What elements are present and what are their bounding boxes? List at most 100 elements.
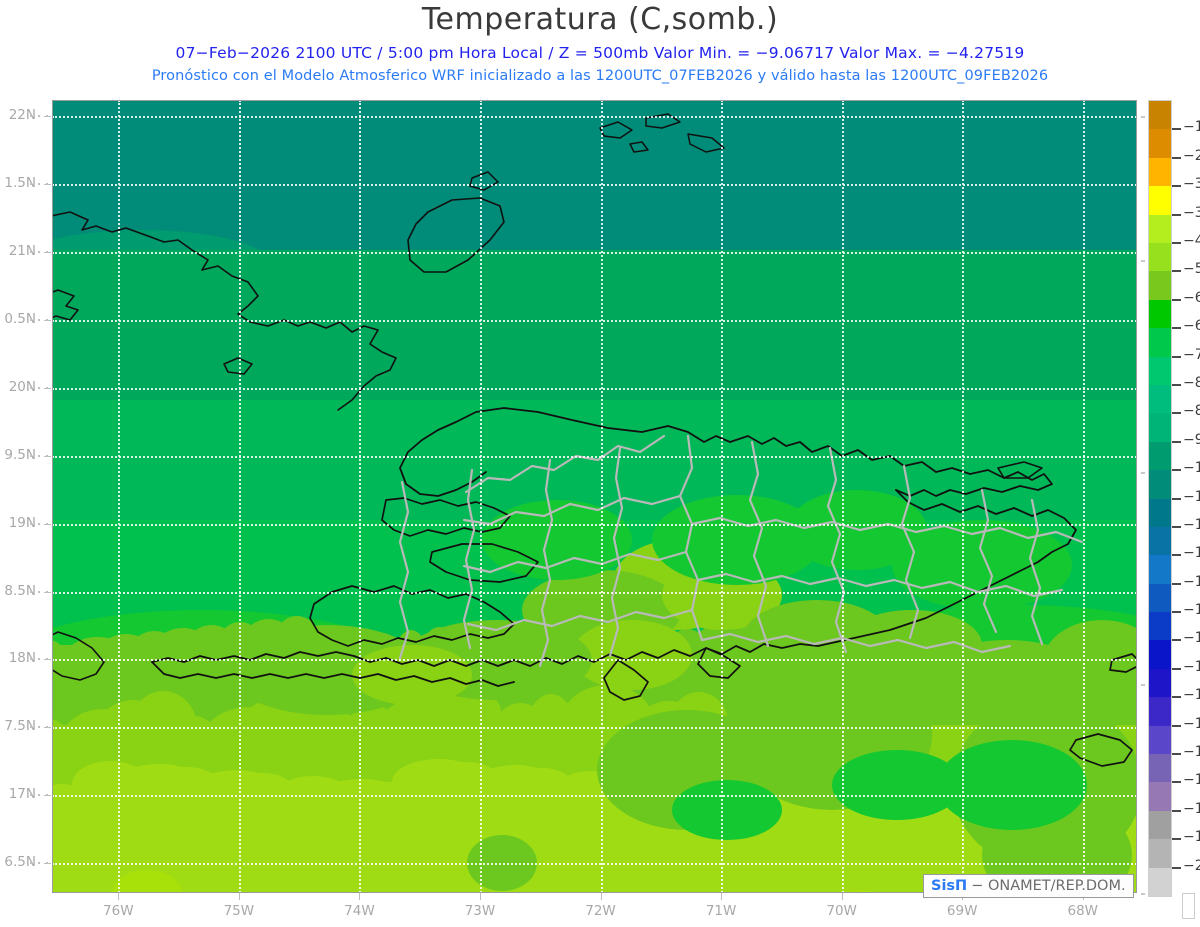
colorbar-cell: [1149, 242, 1171, 272]
longitude-tick: [841, 893, 843, 900]
colorbar-label: −3.9: [1183, 204, 1200, 221]
axis-dot: [46, 183, 48, 186]
latitude-label: 17N: [8, 786, 36, 803]
edge-mark: [1141, 260, 1145, 262]
latitude-label: 1.5N: [4, 175, 36, 192]
colorbar-cell: [1149, 186, 1171, 216]
colorbar-tick: [1172, 696, 1181, 699]
colorbar-tick: [1172, 781, 1181, 784]
colorbar-label: −6.7: [1183, 318, 1200, 335]
colorbar-tick: [1172, 554, 1181, 557]
province-border-12: [700, 632, 1012, 654]
colorbar-cell: [1149, 612, 1171, 641]
colorbar-label: −3.2: [1183, 176, 1200, 193]
axis-dot: [30, 658, 32, 661]
colorbar-label: −18.6: [1183, 800, 1200, 817]
axis-dot: [46, 726, 48, 729]
coastline-jamaica: [52, 631, 105, 681]
province-border-4: [900, 464, 920, 640]
gridline-horizontal: [52, 523, 1137, 526]
coastline-overlay: [52, 113, 1137, 767]
longitude-tick: [721, 893, 723, 900]
colorbar-tick: [1172, 667, 1181, 670]
axis-dot: [38, 115, 40, 118]
forecast-info-line: 07−Feb−2026 2100 UTC / 5:00 pm Hora Loca…: [175, 44, 1025, 62]
longitude-tick: [238, 893, 240, 900]
model-info-line: Pronóstico con el Modelo Atmosferico WR…: [151, 68, 1049, 84]
colorbar-cell: [1149, 498, 1171, 528]
colorbar-cell: [1149, 129, 1171, 159]
page-title: Temperatura (C,somb.): [421, 2, 779, 37]
colorbar-tick: [1172, 639, 1181, 642]
latitude-label: 20N: [8, 378, 36, 395]
colorbar-cell: [1149, 583, 1171, 613]
colorbar-tick: [1172, 525, 1181, 528]
province-border-8: [690, 516, 1084, 544]
province-border-10: [696, 572, 1064, 598]
latitude-label: 21N: [8, 243, 36, 260]
colorbar: [1148, 100, 1172, 897]
edge-mark: [1141, 893, 1145, 895]
corner-marker: [1182, 893, 1195, 919]
axis-dot: [30, 794, 32, 797]
axis-dot: [38, 454, 40, 457]
colorbar-label: −16.5: [1183, 715, 1200, 732]
province-border-11: [466, 608, 694, 632]
latitude-label: 9.5N: [4, 446, 36, 463]
axis-dot: [30, 183, 32, 186]
colorbar-cell: [1149, 810, 1171, 840]
coastline-bahamas-1: [599, 121, 633, 139]
gridline-vertical: [962, 100, 965, 893]
latitude-label: 22N: [8, 107, 36, 124]
colorbar-label: −10.2: [1183, 460, 1200, 477]
colorbar-cell: [1149, 214, 1171, 244]
province-border-15: [608, 446, 624, 658]
gridline-horizontal: [52, 591, 1137, 594]
colorbar-tick: [1172, 838, 1181, 841]
edge-mark: [1141, 472, 1145, 474]
gridline-vertical: [721, 100, 724, 893]
longitude-tick: [479, 893, 481, 900]
coastline-haiti-nw: [399, 421, 487, 497]
longitude-label: 71W: [705, 903, 737, 919]
axis-dot: [46, 658, 48, 661]
coastline-bahamas-4: [629, 141, 649, 153]
coastline-haiti-pen-south: [151, 661, 515, 687]
longitude-label: 70W: [826, 903, 857, 919]
axis-dot: [30, 862, 32, 865]
shading-yg-island-1: [467, 835, 537, 891]
coastline-bahamas-6: [407, 197, 505, 273]
province-border-9: [462, 550, 688, 574]
colorbar-tick: [1172, 497, 1181, 500]
axis-dot: [46, 386, 48, 389]
province-border-1: [678, 434, 704, 642]
colorbar-tick: [1172, 866, 1181, 869]
map-plot-area: [52, 100, 1137, 893]
longitude-tick: [359, 893, 361, 900]
axis-dot: [30, 454, 32, 457]
colorbar-tick: [1172, 298, 1181, 301]
credit-box: SisΠ − ONAMET/REP.DOM.: [923, 874, 1134, 898]
colorbar-label: −17.2: [1183, 744, 1200, 761]
axis-dot: [46, 115, 48, 118]
colorbar-tick: [1172, 611, 1181, 614]
colorbar-label: −9.5: [1183, 431, 1200, 448]
axis-dot: [30, 590, 32, 593]
gridline-vertical: [841, 100, 844, 893]
axis-dot: [30, 115, 32, 118]
gridline-vertical: [118, 100, 121, 893]
gridline-horizontal: [52, 727, 1137, 730]
coastline-hispaniola-east: [835, 489, 1077, 643]
gridline-horizontal: [52, 659, 1137, 662]
axis-dot: [30, 522, 32, 525]
colorbar-label: −10.9: [1183, 488, 1200, 505]
axis-dot: [46, 454, 48, 457]
coastline-mona: [1069, 733, 1133, 767]
coastline-bahamas-2: [645, 113, 681, 129]
colorbar-cell: [1149, 299, 1171, 329]
axis-dot: [38, 318, 40, 321]
colorbar-cell: [1149, 839, 1171, 869]
colorbar-tick: [1172, 753, 1181, 756]
gridline-horizontal: [52, 455, 1137, 458]
colorbar-tick: [1172, 327, 1181, 330]
